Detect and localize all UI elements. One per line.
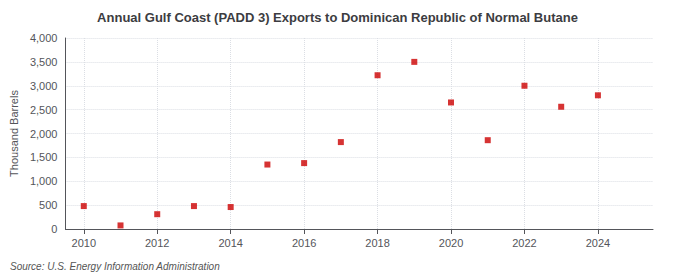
svg-text:1,500: 1,500 [30,151,58,163]
svg-text:2022: 2022 [512,237,536,249]
svg-text:2,500: 2,500 [30,104,58,116]
svg-text:2,000: 2,000 [30,128,58,140]
svg-text:3,500: 3,500 [30,56,58,68]
svg-text:2016: 2016 [292,237,316,249]
svg-text:2020: 2020 [439,237,463,249]
svg-text:Source: U.S. Energy Informatio: Source: U.S. Energy Information Administ… [10,261,220,272]
svg-text:0: 0 [51,223,57,235]
svg-text:2024: 2024 [586,237,610,249]
svg-text:1,000: 1,000 [30,175,58,187]
svg-text:500: 500 [39,199,57,211]
svg-text:2012: 2012 [145,237,169,249]
svg-text:4,000: 4,000 [30,32,58,44]
svg-text:2014: 2014 [218,237,242,249]
svg-text:Annual Gulf Coast (PADD 3) Exp: Annual Gulf Coast (PADD 3) Exports to Do… [97,10,578,25]
svg-text:3,000: 3,000 [30,80,58,92]
svg-text:2010: 2010 [72,237,96,249]
svg-text:Thousand Barrels: Thousand Barrels [8,90,20,177]
svg-text:2018: 2018 [365,237,389,249]
